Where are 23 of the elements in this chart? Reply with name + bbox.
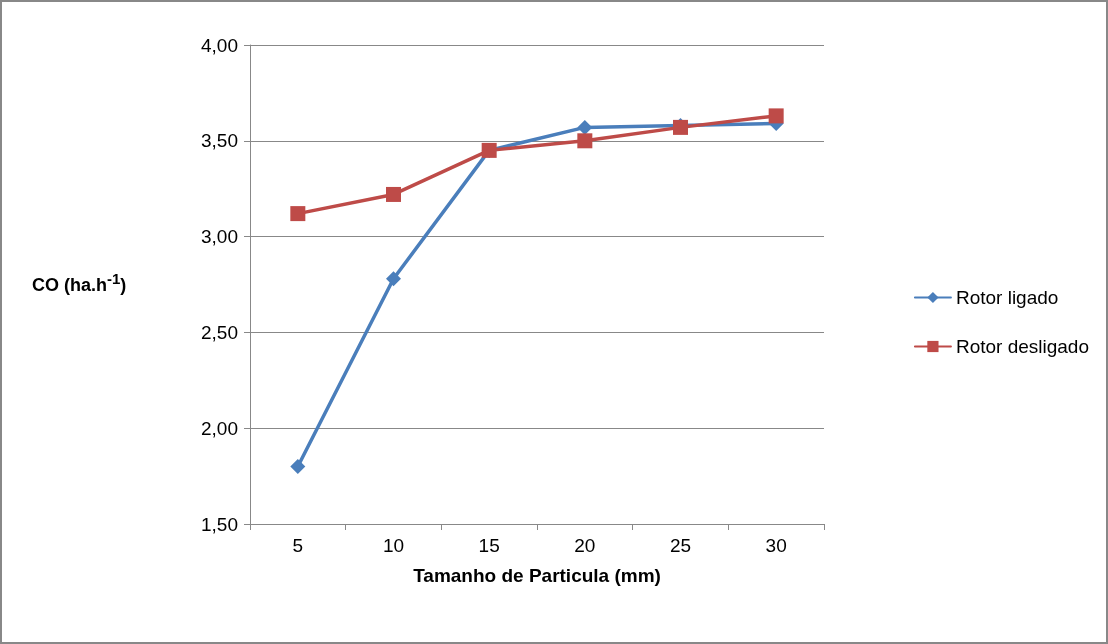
y-tick-label: 2,00 [201, 417, 238, 439]
y-tick-label: 4,00 [201, 34, 238, 56]
x-tick-label: 5 [292, 535, 304, 556]
x-axis-title: Tamanho de Particula (mm) [413, 565, 661, 586]
point [386, 271, 401, 287]
point [577, 119, 593, 135]
legend-label: Rotor desligado [955, 336, 1090, 357]
y-tick-label: 1,50 [201, 513, 238, 535]
x-tick-label: 30 [765, 535, 787, 556]
x-tick-label: 20 [574, 535, 596, 556]
point [290, 459, 306, 475]
y-axis-title: CO (ha.h$^{-1}$) [32, 270, 127, 296]
x-tick-label: 25 [669, 535, 692, 556]
point [768, 108, 784, 124]
legend-label: Rotor ligado [955, 287, 1059, 308]
point [290, 206, 306, 222]
x-tick-label: 15 [478, 535, 500, 556]
y-tick-label: 3,50 [201, 130, 238, 152]
x-tick-label: 10 [382, 535, 405, 556]
y-tick-label: 2,50 [201, 321, 238, 343]
point [577, 133, 593, 149]
point [386, 186, 401, 202]
y-tick-label: 3,00 [201, 226, 238, 248]
